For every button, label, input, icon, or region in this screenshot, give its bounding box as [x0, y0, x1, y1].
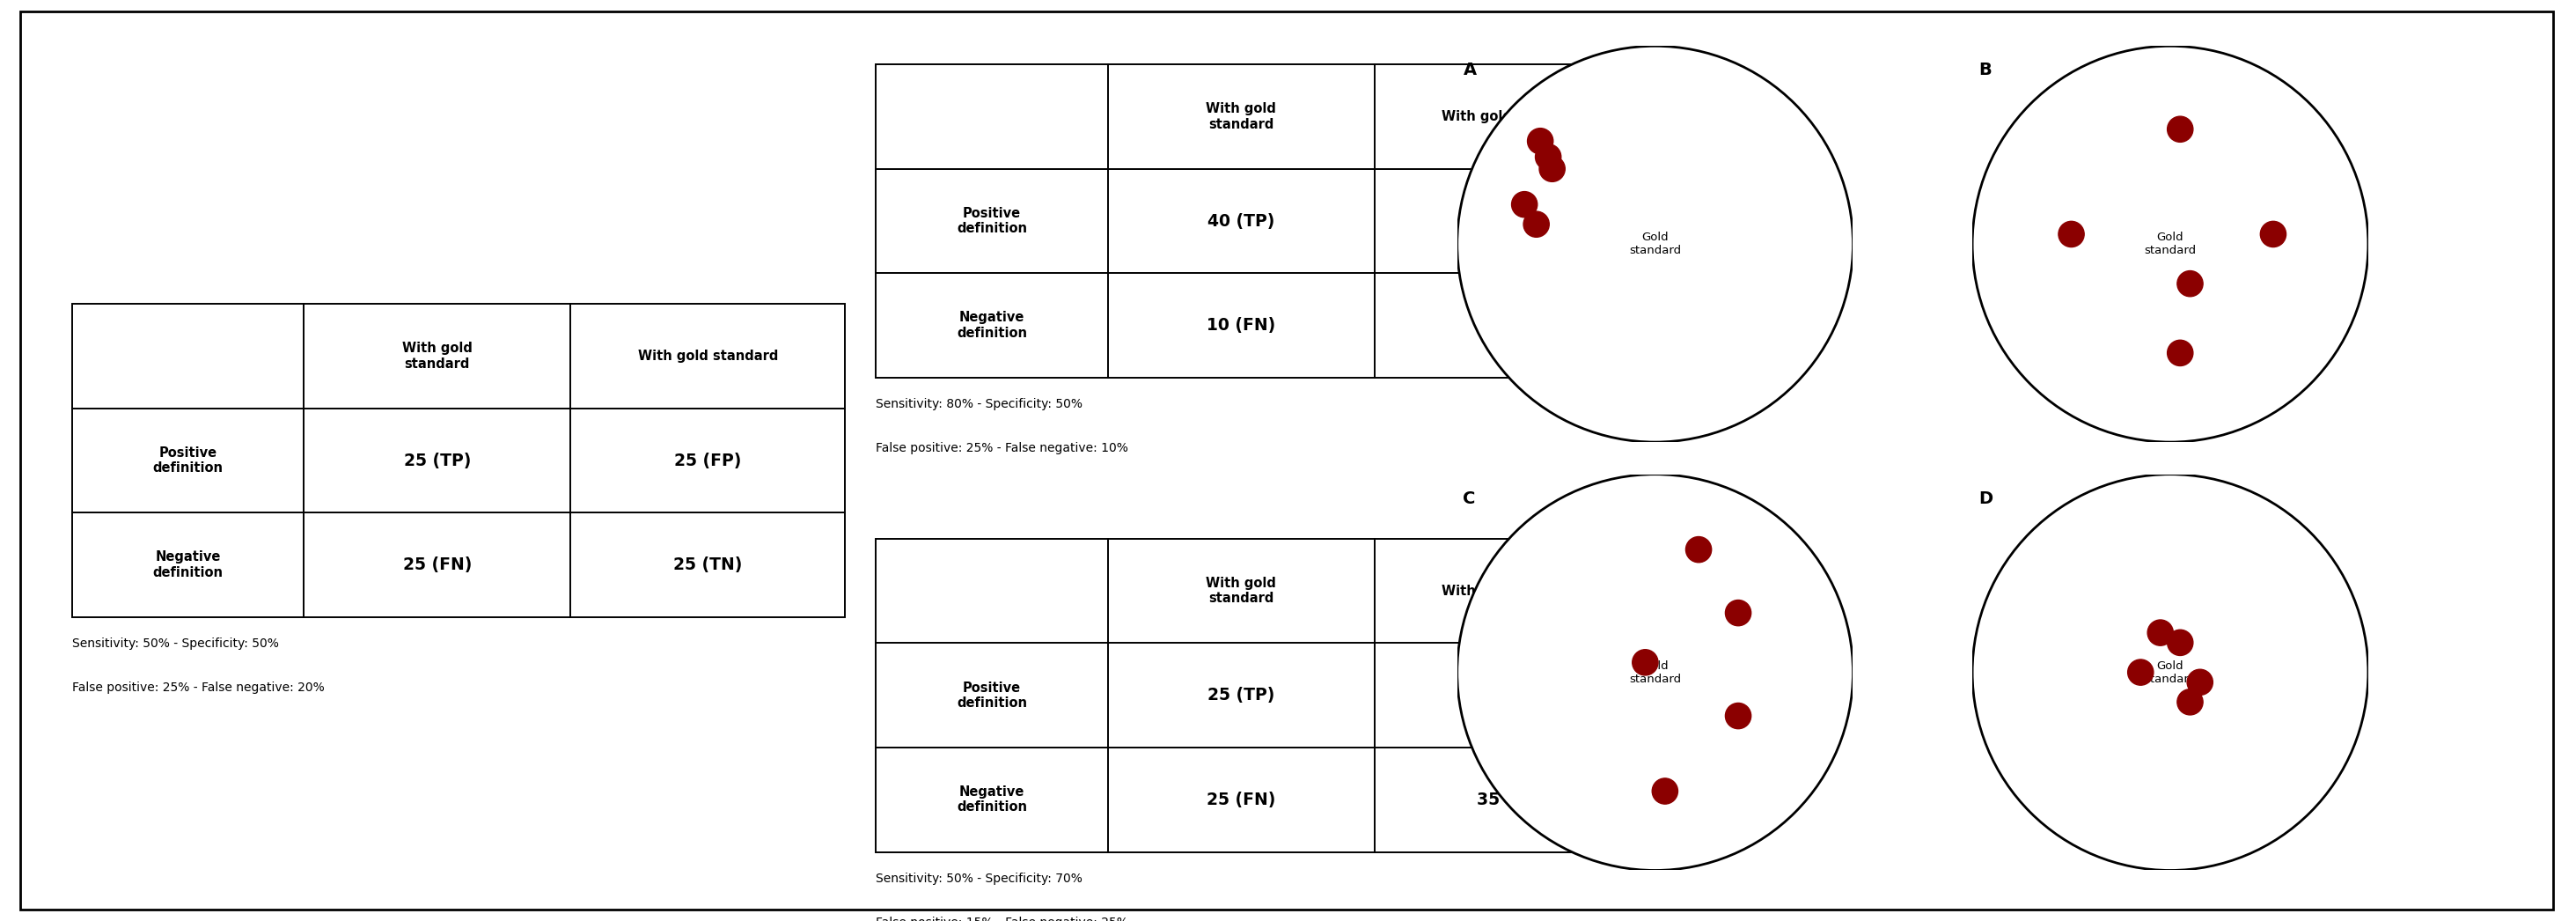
- Circle shape: [1522, 212, 1548, 237]
- Circle shape: [1633, 649, 1659, 675]
- Text: With gold standard: With gold standard: [1443, 110, 1582, 123]
- Circle shape: [1685, 537, 1710, 563]
- Text: False positive: 15% - False negative: 25%: False positive: 15% - False negative: 25…: [876, 916, 1128, 921]
- Text: A: A: [1463, 62, 1476, 78]
- Text: Positive
definition: Positive definition: [956, 207, 1028, 235]
- Circle shape: [1973, 46, 2367, 442]
- Circle shape: [1458, 46, 1852, 442]
- Text: 25 (FN): 25 (FN): [1206, 791, 1275, 808]
- Circle shape: [1651, 778, 1677, 804]
- Circle shape: [2259, 221, 2285, 247]
- Text: With gold standard: With gold standard: [639, 349, 778, 363]
- Circle shape: [1522, 540, 1788, 805]
- Circle shape: [2148, 620, 2174, 646]
- Bar: [876, 64, 1649, 378]
- Text: D: D: [1978, 490, 1991, 507]
- Text: 25 (FP): 25 (FP): [1479, 213, 1546, 229]
- Text: Gold
standard: Gold standard: [2143, 232, 2197, 256]
- Circle shape: [2177, 271, 2202, 297]
- Circle shape: [2187, 670, 2213, 695]
- Text: 15 (FP): 15 (FP): [1479, 687, 1546, 704]
- Bar: [876, 539, 1649, 852]
- Circle shape: [1512, 192, 1538, 217]
- Circle shape: [1726, 600, 1752, 625]
- Text: Gold
standard: Gold standard: [1628, 660, 1682, 684]
- Text: With gold
standard: With gold standard: [1206, 102, 1275, 131]
- Text: 10 (FN): 10 (FN): [1206, 317, 1275, 333]
- Text: 25 (TP): 25 (TP): [1208, 687, 1275, 704]
- Text: Gold
standard: Gold standard: [2143, 660, 2197, 684]
- Circle shape: [1726, 703, 1752, 729]
- Text: Negative
definition: Negative definition: [152, 551, 224, 579]
- Text: With gold
standard: With gold standard: [1206, 577, 1275, 605]
- Circle shape: [2038, 540, 2303, 805]
- Circle shape: [2128, 659, 2154, 685]
- Text: Positive
definition: Positive definition: [956, 682, 1028, 709]
- Circle shape: [1528, 128, 1553, 154]
- Text: Negative
definition: Negative definition: [956, 786, 1028, 814]
- Text: 25 (TN): 25 (TN): [1476, 317, 1546, 333]
- Text: 25 (FP): 25 (FP): [675, 452, 742, 469]
- Circle shape: [2058, 221, 2084, 247]
- Text: B: B: [1978, 62, 1991, 78]
- FancyBboxPatch shape: [21, 11, 2553, 910]
- Text: False positive: 25% - False negative: 20%: False positive: 25% - False negative: 20…: [72, 682, 325, 694]
- Circle shape: [2038, 111, 2303, 377]
- Circle shape: [2177, 689, 2202, 715]
- Text: Sensitivity: 50% - Specificity: 70%: Sensitivity: 50% - Specificity: 70%: [876, 872, 1082, 884]
- Text: Negative
definition: Negative definition: [956, 311, 1028, 340]
- Text: With gold standard: With gold standard: [1443, 584, 1582, 598]
- Circle shape: [1582, 599, 1728, 746]
- Text: With gold
standard: With gold standard: [402, 342, 471, 370]
- Text: 35 (TN): 35 (TN): [1476, 791, 1546, 808]
- Text: Sensitivity: 80% - Specificity: 50%: Sensitivity: 80% - Specificity: 50%: [876, 398, 1082, 410]
- Circle shape: [1535, 144, 1561, 169]
- Text: Gold
standard: Gold standard: [1628, 232, 1682, 256]
- Circle shape: [2097, 599, 2244, 746]
- Text: 25 (TP): 25 (TP): [404, 452, 471, 469]
- Text: C: C: [1463, 490, 1476, 507]
- Text: False positive: 25% - False negative: 10%: False positive: 25% - False negative: 10…: [876, 442, 1128, 454]
- Text: 40 (TP): 40 (TP): [1208, 213, 1275, 229]
- Bar: [72, 304, 845, 617]
- Circle shape: [1458, 474, 1852, 870]
- Text: Positive
definition: Positive definition: [152, 447, 224, 474]
- Circle shape: [1973, 474, 2367, 870]
- Text: Sensitivity: 50% - Specificity: 50%: Sensitivity: 50% - Specificity: 50%: [72, 637, 278, 649]
- Text: 25 (FN): 25 (FN): [402, 556, 471, 573]
- Circle shape: [1540, 156, 1566, 181]
- Circle shape: [2166, 340, 2192, 366]
- Circle shape: [1582, 170, 1728, 318]
- Circle shape: [2166, 116, 2192, 142]
- Circle shape: [1522, 111, 1788, 377]
- Circle shape: [2166, 630, 2192, 656]
- Circle shape: [2097, 170, 2244, 318]
- Text: 25 (TN): 25 (TN): [672, 556, 742, 573]
